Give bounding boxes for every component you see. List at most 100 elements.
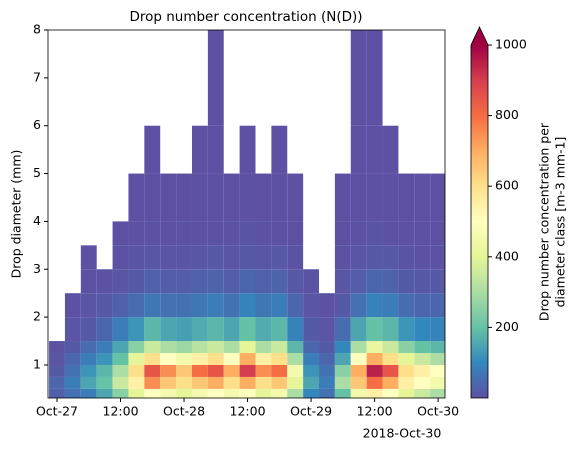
heatmap-cell — [128, 173, 145, 222]
heatmap-cell — [334, 173, 351, 222]
heatmap-cell — [160, 245, 177, 270]
heatmap-cell — [80, 388, 97, 398]
heatmap-cell — [414, 353, 431, 365]
heatmap-cell — [239, 173, 256, 222]
heatmap-cell — [398, 173, 415, 222]
heatmap-cell — [382, 353, 399, 365]
heatmap-cell — [49, 353, 65, 365]
heatmap-cell — [319, 341, 335, 354]
y-tick-label: 8 — [33, 22, 41, 37]
heatmap-cell — [223, 269, 240, 294]
heatmap-cell — [207, 245, 224, 270]
heatmap-cell — [271, 245, 288, 270]
heatmap-cell — [303, 364, 320, 377]
heatmap-cell — [176, 293, 192, 318]
heatmap-cell — [80, 245, 97, 270]
heatmap-cell — [80, 353, 97, 365]
colorbar-label: diameter class [m-3 mm-1] — [553, 137, 568, 308]
heatmap-cell — [96, 376, 113, 389]
heatmap-cell — [112, 364, 129, 377]
heatmap-cell — [414, 388, 431, 398]
colorbar-tick-label: 800 — [495, 107, 519, 122]
heatmap-cell — [350, 376, 367, 389]
heatmap-cell — [303, 317, 320, 342]
heatmap-cell — [144, 341, 161, 354]
heatmap-cell — [144, 364, 161, 377]
heatmap-cell — [255, 173, 272, 222]
heatmap-cell — [239, 245, 256, 270]
heatmap-cell — [382, 269, 399, 294]
heatmap-cell — [176, 221, 192, 246]
heatmap-cell — [366, 317, 383, 342]
heatmap-cell — [319, 353, 335, 365]
heatmap-cell — [303, 376, 320, 389]
heatmap-cell — [144, 245, 161, 270]
heatmap-cell — [430, 173, 445, 222]
heatmap-cell — [271, 293, 288, 318]
heatmap-cell — [366, 293, 383, 318]
heatmap-cell — [80, 293, 97, 318]
y-tick-label: 5 — [33, 165, 41, 180]
heatmap-cell — [112, 293, 129, 318]
heatmap-cell — [398, 245, 415, 270]
colorbar-tick-label: 1000 — [495, 37, 527, 52]
heatmap-cell — [350, 173, 367, 222]
heatmap-cell — [398, 388, 415, 398]
heatmap-cell — [223, 376, 240, 389]
heatmap-cell — [366, 30, 383, 126]
y-tick-label: 4 — [33, 213, 41, 228]
heatmap-cell — [49, 388, 65, 398]
heatmap-cell — [430, 221, 445, 246]
heatmap-cell — [239, 125, 256, 174]
heatmap-cell — [334, 388, 351, 398]
heatmap-cell — [287, 269, 304, 294]
heatmap-cell — [255, 388, 272, 398]
heatmap-cell — [160, 341, 177, 354]
heatmap-cell — [334, 293, 351, 318]
heatmap-cell — [64, 317, 81, 342]
heatmap-cell — [191, 173, 208, 222]
heatmap-cell — [319, 388, 335, 398]
heatmap-cell — [430, 376, 445, 389]
heatmap-cell — [271, 388, 288, 398]
heatmap-cell — [414, 221, 431, 246]
heatmap-cell — [96, 293, 113, 318]
heatmap-cell — [96, 353, 113, 365]
heatmap-cell — [350, 364, 367, 377]
heatmap-cell — [382, 364, 399, 377]
heatmap-cell — [160, 293, 177, 318]
heatmap-cell — [49, 341, 65, 354]
heatmap-cell — [96, 341, 113, 354]
heatmap-cell — [144, 353, 161, 365]
heatmap-cell — [191, 293, 208, 318]
heatmap-cell — [366, 341, 383, 354]
heatmap-cell — [350, 30, 367, 126]
heatmap-cell — [271, 173, 288, 222]
heatmap-cell — [176, 317, 192, 342]
heatmap-cell — [287, 245, 304, 270]
heatmap-cell — [128, 376, 145, 389]
heatmap-cell — [80, 376, 97, 389]
heatmap-cell — [366, 245, 383, 270]
heatmap-cell — [128, 317, 145, 342]
heatmap-cell — [382, 388, 399, 398]
heatmap-cell — [49, 364, 65, 377]
x-tick-label: Oct-30 — [417, 404, 459, 419]
heatmap-cell — [430, 364, 445, 377]
heatmap-cell — [128, 341, 145, 354]
heatmap-cell — [271, 221, 288, 246]
heatmap-cell — [223, 388, 240, 398]
heatmap-cell — [144, 269, 161, 294]
heatmap-cell — [49, 376, 65, 389]
heatmap-cell — [398, 221, 415, 246]
heatmap-cell — [350, 317, 367, 342]
x-tick-label: Oct-27 — [36, 404, 78, 419]
heatmap-cell — [144, 293, 161, 318]
heatmap-cell — [303, 269, 320, 294]
heatmap-cell — [223, 317, 240, 342]
heatmap-cell — [80, 317, 97, 342]
heatmap-cell — [287, 376, 304, 389]
heatmap-cell — [176, 173, 192, 222]
heatmap-cell — [223, 173, 240, 222]
